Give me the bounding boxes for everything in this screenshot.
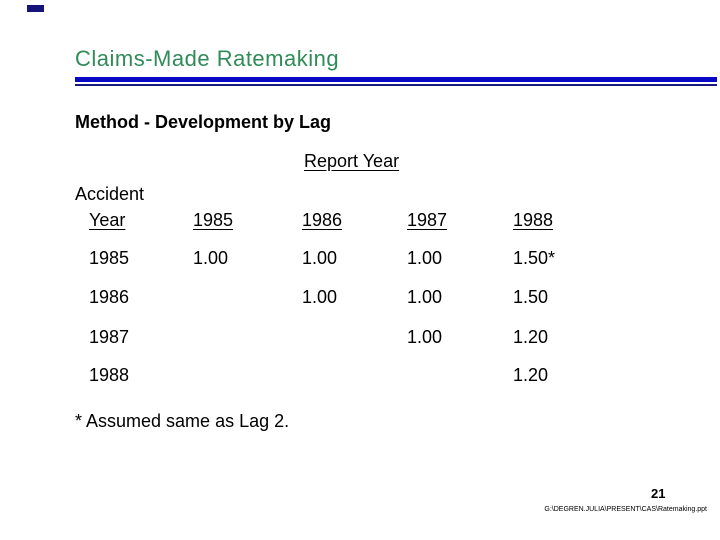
- table-cell: [193, 327, 302, 365]
- table-cell: [302, 365, 407, 404]
- row-header-line2: Year: [89, 210, 126, 230]
- table-cell: 1.00: [407, 248, 443, 268]
- column-header: 1988: [513, 210, 554, 230]
- table-cell: 1.00: [407, 327, 443, 347]
- row-label: 1987: [89, 327, 130, 347]
- footer-file-path: G:\DEGREN.JULIA\PRESENT\CAS\Ratemaking.p…: [544, 506, 707, 513]
- table-cell: 1.20: [513, 327, 549, 347]
- table-spanner-report-year: Report Year: [304, 151, 400, 171]
- table-cell: [302, 327, 407, 365]
- page-number: 21: [651, 486, 666, 501]
- table-cell: [193, 287, 302, 327]
- footnote: * Assumed same as Lag 2.: [75, 411, 290, 431]
- slide-subtitle: Method - Development by Lag: [75, 112, 332, 132]
- table-cell: 1.50: [513, 287, 549, 307]
- column-header: 1986: [302, 210, 343, 230]
- title-divider-thin-line: [75, 84, 717, 86]
- table-cell: 1.00: [302, 287, 338, 307]
- table-cell: [407, 365, 513, 404]
- row-label: 1986: [89, 287, 130, 307]
- development-by-lag-table: Accident Year 1985 1986 1987 1988 1985 1…: [75, 184, 720, 404]
- table-cell: [193, 365, 302, 404]
- row-label: 1988: [89, 365, 130, 385]
- table-cell: 1.00: [407, 287, 443, 307]
- column-header: 1987: [407, 210, 448, 230]
- title-divider-thick-line: [75, 77, 717, 82]
- table-cell: 1.00: [302, 248, 338, 268]
- table-cell: 1.00: [193, 248, 229, 268]
- table-cell: 1.20: [513, 365, 549, 385]
- table-cell: 1.50*: [513, 248, 556, 268]
- row-header-line1: Accident: [75, 184, 145, 204]
- slide-title: Claims-Made Ratemaking: [75, 46, 340, 71]
- title-divider: [75, 77, 717, 86]
- corner-accent-dash: [27, 5, 44, 12]
- row-label: 1985: [89, 248, 130, 268]
- column-header: 1985: [193, 210, 234, 230]
